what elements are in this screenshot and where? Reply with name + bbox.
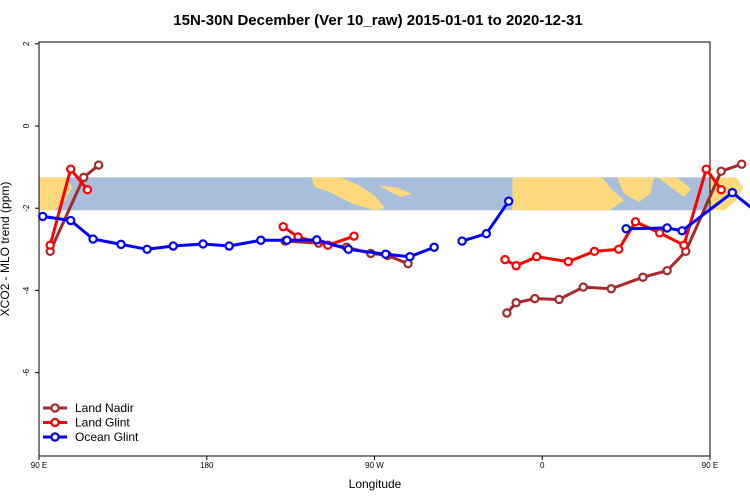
series-layer	[38, 159, 750, 318]
legend-marker	[50, 403, 60, 413]
data-point	[554, 294, 564, 305]
x-axis-label: Longitude	[349, 477, 402, 491]
data-point	[343, 244, 354, 254]
data-point	[662, 223, 672, 233]
data-point	[38, 211, 48, 222]
data-point	[429, 242, 439, 252]
data-point	[654, 228, 665, 238]
x-tick-label: 90 E	[31, 461, 47, 470]
data-point	[638, 272, 648, 282]
map-land-shape	[378, 185, 412, 198]
data-point	[589, 246, 600, 257]
y-axis: 2 0 -2 -4 -6	[22, 41, 39, 376]
data-point	[530, 293, 540, 304]
legend-label: Ocean Glint	[75, 430, 139, 444]
series-line	[626, 191, 750, 233]
data-point	[312, 235, 322, 245]
x-tick-label: 90 E	[702, 461, 718, 470]
data-point	[511, 298, 521, 308]
data-point	[500, 254, 510, 265]
legend-marker	[50, 432, 60, 442]
data-point	[679, 240, 689, 250]
y-tick-label: -2	[22, 204, 31, 212]
y-tick-label: 0	[22, 123, 31, 128]
y-tick-label: 2	[22, 41, 31, 46]
data-point	[142, 244, 152, 254]
map-land-shape	[657, 177, 692, 198]
data-point	[93, 160, 104, 170]
data-point	[457, 236, 467, 246]
data-point	[511, 261, 521, 271]
series-ocean-glint	[38, 187, 750, 262]
map-band	[39, 177, 744, 211]
x-tick-label: 90 W	[365, 461, 384, 470]
data-point	[380, 249, 391, 259]
data-point	[282, 235, 292, 245]
data-point	[198, 239, 208, 249]
data-point	[630, 217, 641, 227]
x-tick-label: 180	[200, 461, 214, 470]
data-point	[606, 284, 616, 294]
legend-marker	[50, 417, 60, 428]
map-land	[39, 177, 744, 211]
data-point	[278, 221, 288, 232]
series-land-glint	[45, 164, 726, 271]
data-point	[88, 234, 98, 244]
y-tick-label: -4	[22, 286, 31, 294]
legend-label: Land Glint	[75, 416, 130, 430]
data-point	[168, 241, 178, 251]
map-land-shape	[512, 177, 625, 211]
data-point	[65, 164, 76, 174]
chart-title: 15N-30N December (Ver 10_raw) 2015-01-01…	[173, 12, 582, 29]
x-tick-label: 0	[540, 461, 545, 470]
map-land-shape	[616, 177, 655, 203]
data-point	[65, 215, 76, 226]
data-point	[405, 251, 415, 262]
legend-label: Land Nadir	[75, 401, 134, 415]
data-point	[578, 282, 588, 292]
data-point	[504, 196, 514, 206]
data-point	[531, 251, 542, 262]
data-point	[701, 164, 711, 174]
data-point	[349, 231, 359, 241]
map-land-shape	[39, 177, 73, 211]
data-point	[224, 241, 234, 251]
data-point	[116, 239, 126, 250]
map-land-shape	[311, 177, 386, 211]
data-point	[736, 159, 747, 169]
data-point	[563, 256, 574, 267]
data-point	[716, 166, 726, 176]
data-point	[613, 244, 624, 254]
data-point	[256, 235, 266, 245]
data-point	[481, 228, 492, 239]
data-point	[502, 308, 512, 318]
y-axis-label: XCO2 - MLO trend (ppm)	[0, 182, 12, 317]
data-point	[82, 185, 93, 195]
data-point	[621, 224, 631, 234]
data-point	[45, 240, 55, 250]
y-tick-label: -6	[22, 368, 31, 376]
data-point	[79, 172, 89, 183]
data-point	[677, 226, 687, 236]
x-axis: 90 E 180 90 W 0 90 E	[31, 456, 718, 470]
data-point	[727, 187, 738, 198]
data-point	[716, 185, 726, 195]
series-line	[42, 214, 435, 259]
data-point	[662, 265, 672, 276]
